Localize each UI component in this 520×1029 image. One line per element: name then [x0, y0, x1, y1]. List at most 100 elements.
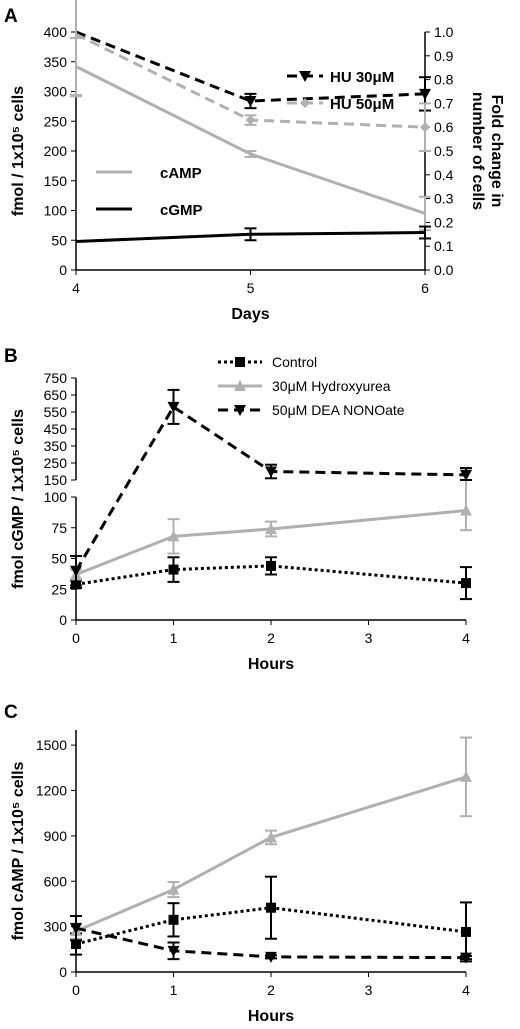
series-line-0 [75, 564, 467, 586]
data-point [460, 952, 472, 964]
legend-label: 30μM Hydroxyurea [272, 378, 391, 394]
data-point [71, 939, 81, 950]
y-tick-label: 600 [44, 873, 68, 889]
data-point [244, 96, 257, 108]
y2-tick-label: 0.2 [434, 214, 454, 230]
y2-tick-label: 0.8 [434, 72, 454, 88]
y-tick-label: 350 [44, 54, 68, 70]
y2-axis-title-line1: Fold change in [488, 95, 505, 208]
y-tick-label: 250 [44, 455, 68, 471]
y-tick-label: 450 [44, 421, 68, 437]
y-tick-label: 350 [44, 438, 68, 454]
series-line-0 [75, 906, 467, 946]
data-point [167, 530, 180, 542]
x-tick-label: 1 [170, 630, 178, 646]
legend-label: Control [272, 354, 317, 370]
y2-tick-label: 0.4 [434, 167, 454, 183]
data-point [460, 770, 472, 782]
data-point [460, 469, 472, 481]
x-tick-label: 0 [72, 630, 80, 646]
data-point [265, 831, 277, 843]
data-point [265, 522, 277, 534]
series-line-1 [75, 509, 467, 576]
y-tick-label: 750 [44, 370, 68, 386]
x-tick-label: 2 [267, 630, 275, 646]
x-tick-label: 5 [247, 280, 255, 296]
legend-marker [235, 357, 245, 367]
y2-axis-title-line2: number of cells [469, 92, 486, 210]
x-tick-label: 3 [365, 630, 373, 646]
data-point [168, 564, 179, 575]
panel-c-letter: C [4, 702, 18, 723]
legend-label: HU 30μM [330, 69, 394, 86]
y-axis-title: fmol / 1x10⁵ cells [10, 86, 27, 216]
x-tick-label: 0 [72, 982, 80, 998]
y-tick-label: 400 [44, 24, 68, 40]
x-tick-label: 2 [267, 982, 275, 998]
panel-b-letter: B [4, 346, 18, 367]
data-point [266, 560, 276, 571]
y-tick-label: 150 [44, 173, 68, 189]
legend-label: cAMP [160, 165, 202, 182]
y-tick-label: 50 [51, 232, 67, 248]
y2-tick-label: 0.3 [434, 191, 454, 207]
y2-tick-label: 0.9 [434, 48, 454, 64]
data-point [265, 466, 277, 478]
y-tick-label: 25 [51, 581, 67, 597]
y-tick-label: 900 [44, 828, 68, 844]
data-point [167, 945, 180, 957]
x-tick-label: 6 [421, 280, 429, 296]
data-point [70, 923, 82, 935]
data-point [70, 565, 82, 577]
y-tick-label: 200 [44, 143, 68, 159]
data-point [461, 926, 471, 937]
y-tick-label: 0 [59, 964, 67, 980]
data-point [460, 504, 472, 516]
panel-c-chart: C 0 300 600 900 1200 1500 0 1 2 3 4 Hours fmol cAMP … [4, 702, 472, 1025]
y-tick-label: 1200 [36, 783, 67, 799]
x-tick-label: 4 [462, 982, 470, 998]
data-point [265, 951, 277, 963]
y-tick-label: 550 [44, 404, 68, 420]
data-point [168, 914, 179, 925]
series-line-2 [74, 404, 467, 572]
legend-label: HU 50μM [330, 96, 394, 113]
y-tick-label: 0 [59, 612, 67, 628]
y-tick-label: 300 [44, 84, 68, 100]
y-tick-label: 150 [44, 472, 68, 488]
series-line-2 [75, 30, 426, 103]
legend-marker [299, 71, 311, 82]
legend-marker [234, 405, 246, 416]
legend-marker [300, 98, 310, 108]
data-point [420, 122, 430, 133]
y-axis-title: fmol cAMP / 1x10⁵ cells [10, 761, 27, 940]
y2-tick-label: 0.5 [434, 143, 454, 159]
y-tick-label: 300 [44, 919, 68, 935]
series-line-0 [75, 65, 426, 215]
y-tick-label: 250 [44, 113, 68, 129]
y-tick-label: 50 [51, 551, 67, 567]
x-tick-label: 4 [72, 280, 80, 296]
y-tick-label: 100 [44, 489, 68, 505]
series-line-1 [75, 775, 467, 933]
legend-label: cGMP [160, 202, 203, 219]
x-axis-title: Hours [248, 656, 294, 673]
data-point [461, 578, 471, 589]
y-tick-label: 1500 [36, 737, 67, 753]
y2-tick-label: 0.0 [434, 262, 454, 278]
legend-marker [234, 380, 246, 391]
y2-tick-label: 0.7 [434, 95, 454, 111]
x-tick-label: 3 [365, 982, 373, 998]
y2-tick-label: 0.1 [434, 238, 454, 254]
data-point [245, 115, 256, 126]
panel-a-letter: A [4, 6, 18, 27]
y2-tick-label: 1.0 [434, 24, 454, 40]
panel-a-chart: A 0 50 100 150 200 250 300 350 400 0.0 0.1 0.2 0.3 0.… [4, 0, 505, 323]
y-tick-label: 0 [59, 262, 67, 278]
y-axis-title: fmol cGMP / 1x10⁵ cells [10, 409, 27, 589]
y2-tick-label: 0.6 [434, 119, 454, 135]
legend-label: 50μM DEA NONOate [272, 402, 405, 418]
data-point [266, 902, 276, 913]
data-point [167, 401, 180, 413]
